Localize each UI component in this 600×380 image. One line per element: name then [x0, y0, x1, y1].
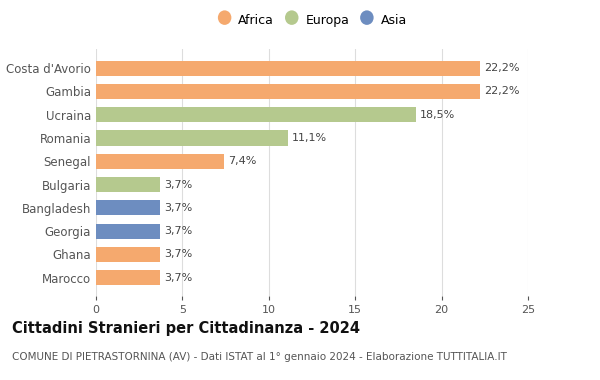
Text: 22,2%: 22,2%	[484, 87, 520, 97]
Legend: Africa, Europa, Asia: Africa, Europa, Asia	[215, 11, 409, 29]
Text: COMUNE DI PIETRASTORNINA (AV) - Dati ISTAT al 1° gennaio 2024 - Elaborazione TUT: COMUNE DI PIETRASTORNINA (AV) - Dati IST…	[12, 352, 507, 361]
Bar	[96, 247, 160, 262]
Bar	[96, 61, 479, 76]
Text: 3,7%: 3,7%	[164, 203, 193, 213]
Bar	[96, 177, 160, 192]
Bar	[96, 270, 160, 285]
Bar	[96, 200, 160, 215]
Bar	[96, 107, 416, 122]
Text: 3,7%: 3,7%	[164, 272, 193, 283]
Text: 3,7%: 3,7%	[164, 179, 193, 190]
Text: Cittadini Stranieri per Cittadinanza - 2024: Cittadini Stranieri per Cittadinanza - 2…	[12, 321, 360, 336]
Text: 7,4%: 7,4%	[228, 156, 257, 166]
Bar	[96, 84, 479, 99]
Bar	[96, 154, 224, 169]
Text: 11,1%: 11,1%	[292, 133, 327, 143]
Text: 3,7%: 3,7%	[164, 226, 193, 236]
Text: 22,2%: 22,2%	[484, 63, 520, 73]
Bar	[96, 130, 288, 146]
Text: 18,5%: 18,5%	[420, 110, 455, 120]
Text: 3,7%: 3,7%	[164, 249, 193, 259]
Bar	[96, 223, 160, 239]
